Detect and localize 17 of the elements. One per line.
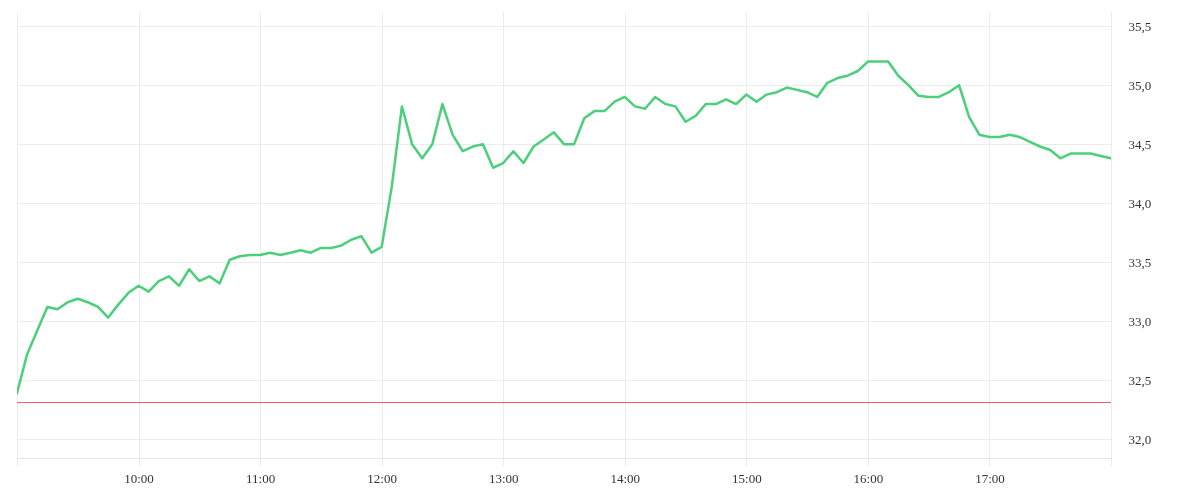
x-tick-label: 13:00 xyxy=(488,470,519,486)
y-tick-label: 33,0 xyxy=(1128,313,1152,329)
y-tick-label: 32,0 xyxy=(1128,431,1152,447)
x-tick-label: 15:00 xyxy=(732,470,762,486)
y-tick-label: 33,5 xyxy=(1128,254,1152,270)
y-tick-label: 35,5 xyxy=(1128,18,1152,34)
x-tick-label: 10:00 xyxy=(124,470,154,486)
x-tick-label: 16:00 xyxy=(853,470,884,486)
line-series xyxy=(17,60,1111,395)
x-tick-label: 17:00 xyxy=(975,470,1005,486)
y-tick-label: 34,5 xyxy=(1128,136,1152,152)
x-tick-label: 14:00 xyxy=(610,470,641,486)
y-tick-label: 32,5 xyxy=(1128,372,1152,388)
y-tick-label: 34,0 xyxy=(1128,195,1152,211)
x-tick-label: 11:00 xyxy=(246,470,276,486)
y-tick-label: 35,0 xyxy=(1128,77,1152,93)
x-tick-label: 12:00 xyxy=(367,470,397,486)
